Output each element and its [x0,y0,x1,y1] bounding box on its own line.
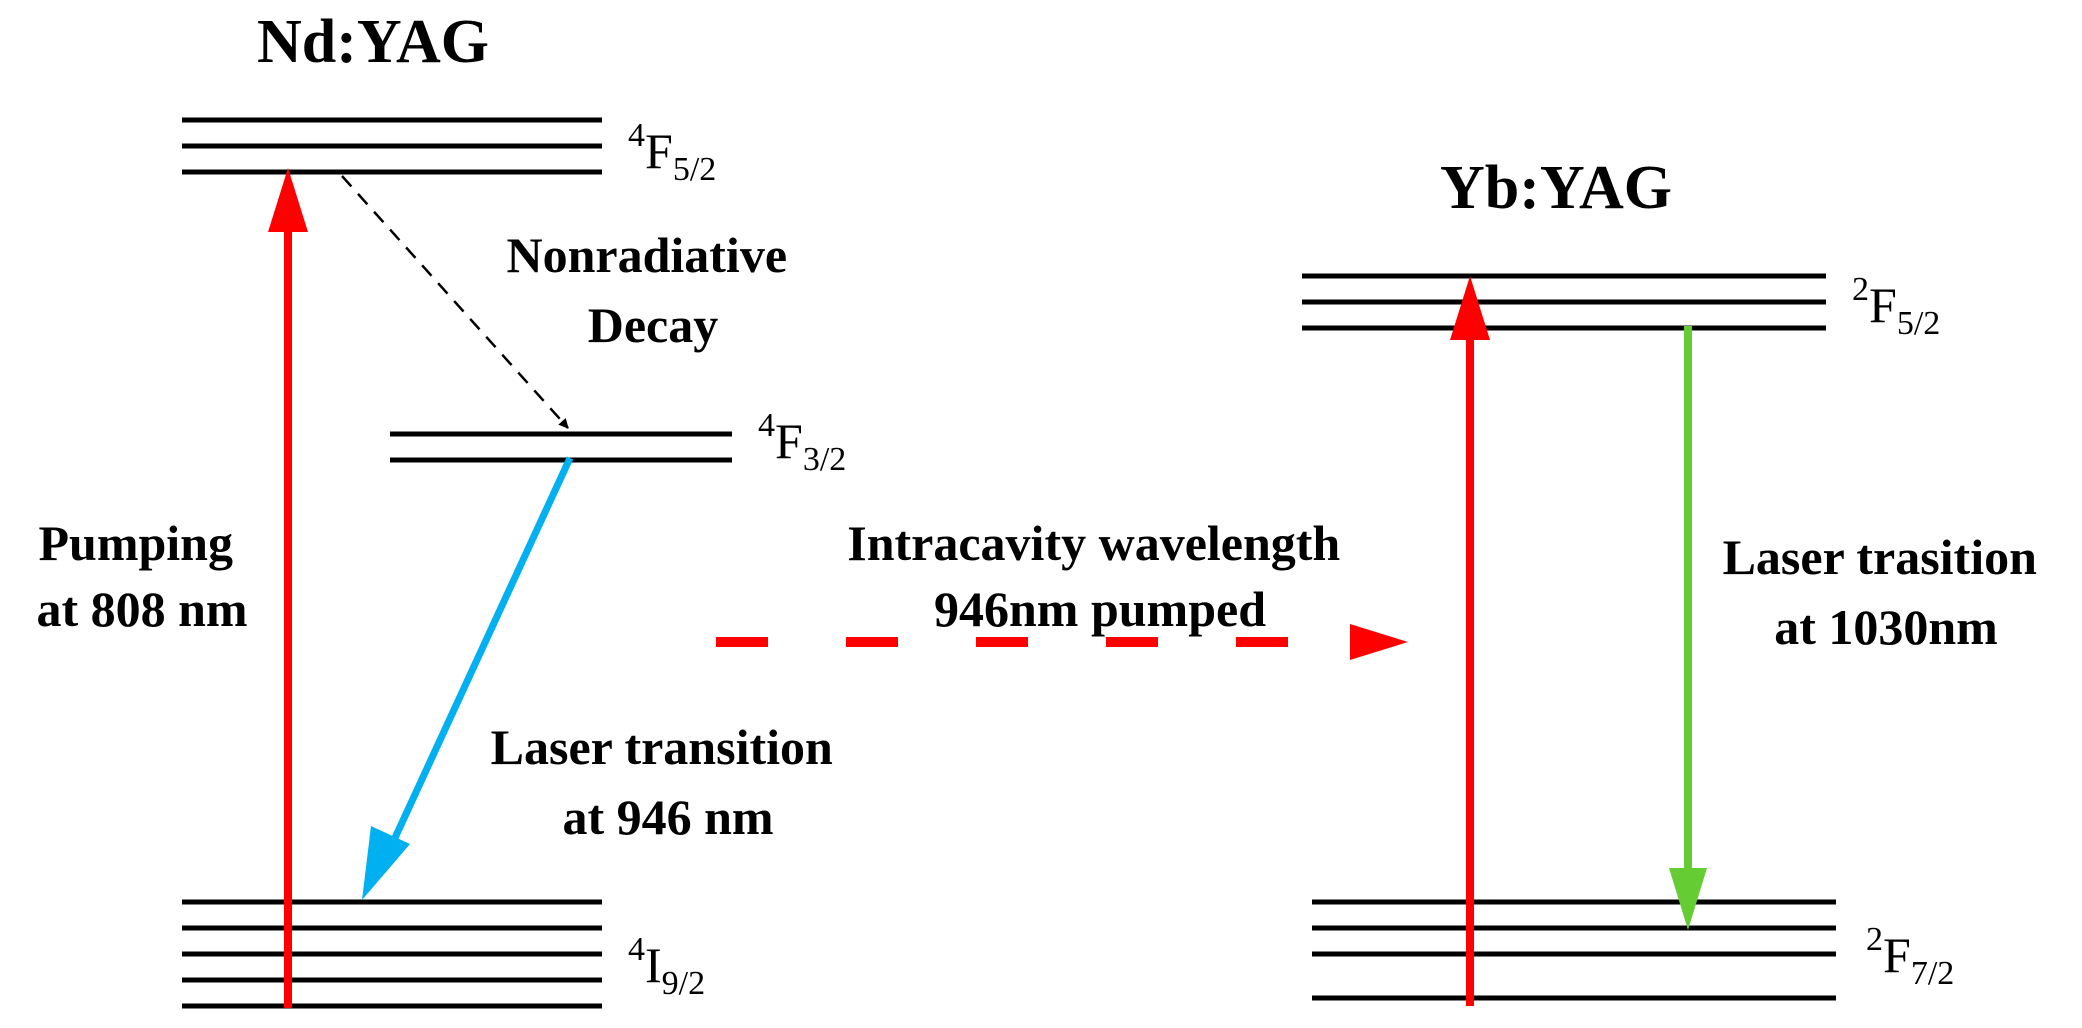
nd-pump-label: Pumping at 808 nm [36,515,247,637]
nd-level-4f32 [390,431,732,463]
yb-level-2f72-label: 2F7/2 [1866,921,1954,992]
nd-level-4f52 [182,117,602,175]
yb-level-2f72 [1312,899,1836,1001]
yb-level-2f52 [1302,273,1826,331]
intracavity-dashed-arrow [716,624,1408,660]
nd-pump-arrow [268,168,308,1008]
yb-laser-1030-label: Laser trasition at 1030nm [1723,529,2050,655]
nd-level-4i92-label: 4I9/2 [628,931,705,1002]
nd-level-4f52-label: 4F5/2 [628,117,716,188]
nd-laser-946-arrow [362,456,574,900]
nd-nonradiative-arrow [341,175,569,429]
nd-nonradiative-label: Nonradiative Decay [506,227,799,353]
nd-level-4f32-label: 4F3/2 [758,407,846,478]
intracavity-label: Intracavity wavelength 946nm pumped [847,515,1353,637]
nd-level-4i92 [182,899,602,1009]
nd-laser-946-label: Laser transition at 946 nm [491,719,846,845]
yb-laser-1030-arrow [1669,326,1707,930]
yb-level-2f52-label: 2F5/2 [1852,271,1940,342]
nd-yag-title: Nd:YAG [257,8,489,76]
yb-pump-arrow [1450,276,1490,1006]
yb-yag-title: Yb:YAG [1440,154,1672,222]
